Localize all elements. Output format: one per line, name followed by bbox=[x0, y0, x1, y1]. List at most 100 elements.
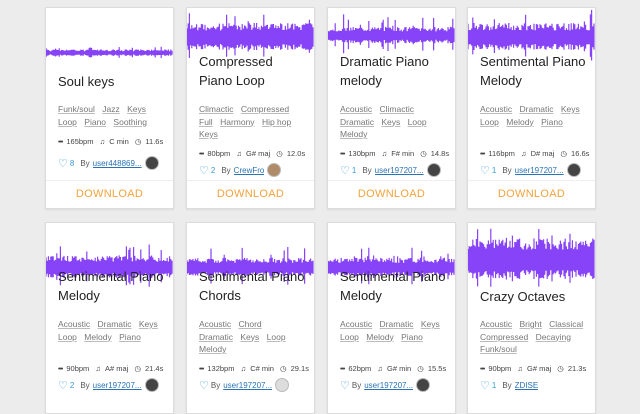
tag-link[interactable]: Loop bbox=[407, 116, 427, 127]
heart-icon[interactable]: ♡ bbox=[199, 379, 209, 392]
sound-card[interactable]: Soul keys Funk/soul Jazz Keys Loop Piano… bbox=[45, 7, 174, 209]
tag-link[interactable]: Melody bbox=[366, 331, 394, 342]
heart-icon[interactable]: ♡ bbox=[480, 164, 490, 177]
tag-link[interactable]: Loop bbox=[58, 331, 77, 342]
tag-link[interactable]: Piano bbox=[84, 116, 107, 127]
heart-icon[interactable]: ♡ bbox=[480, 379, 490, 392]
tag-link[interactable]: Melody bbox=[340, 129, 368, 139]
tag-link[interactable]: Compressed bbox=[240, 104, 290, 114]
card-title[interactable]: Dramatic Piano melody bbox=[340, 54, 429, 88]
user-link[interactable]: user197207... bbox=[92, 380, 142, 390]
download-button[interactable]: DOWNLOAD bbox=[46, 180, 173, 207]
tag-link[interactable]: Acoustic bbox=[199, 319, 232, 329]
tag-link[interactable]: Piano bbox=[401, 331, 423, 342]
tag-link[interactable]: Bright bbox=[519, 319, 542, 329]
tag-link[interactable]: Keys bbox=[560, 104, 580, 114]
tag-link[interactable]: Funk/soul bbox=[480, 344, 517, 354]
tag-link[interactable]: Harmony bbox=[220, 116, 255, 127]
tag-link[interactable]: Chord bbox=[238, 319, 262, 329]
heart-icon[interactable]: ♡ bbox=[58, 379, 68, 392]
tag-link[interactable]: Acoustic bbox=[340, 319, 373, 329]
card-title[interactable]: Compressed Piano Loop bbox=[199, 54, 273, 88]
user-link[interactable]: user197207... bbox=[364, 380, 414, 390]
tag-link[interactable]: Dramatic bbox=[379, 319, 414, 329]
tag-link[interactable]: Full bbox=[199, 116, 213, 127]
tag-link[interactable]: Dramatic bbox=[97, 319, 132, 329]
sound-card[interactable]: Sentimental Piano Chords Acoustic Chord … bbox=[186, 222, 315, 414]
tag-link[interactable]: Melody bbox=[84, 331, 112, 342]
tag-link[interactable]: Keys bbox=[420, 319, 440, 329]
tag-link[interactable]: Acoustic bbox=[480, 104, 513, 114]
tag-link[interactable]: Hip hop bbox=[261, 116, 292, 127]
tag-link[interactable]: Dramatic bbox=[519, 104, 554, 114]
sound-card[interactable]: Compressed Piano Loop Climactic Compress… bbox=[186, 7, 315, 209]
avatar[interactable] bbox=[267, 163, 282, 177]
download-button[interactable]: DOWNLOAD bbox=[468, 180, 595, 207]
waveform[interactable] bbox=[328, 223, 455, 293]
tag-link[interactable]: Funk/soul bbox=[58, 104, 95, 114]
tag-link[interactable]: Melody bbox=[199, 344, 227, 354]
card-title[interactable]: Crazy Octaves bbox=[480, 289, 566, 304]
tag-link[interactable]: Loop bbox=[266, 331, 286, 342]
tag-link[interactable]: Dramatic bbox=[199, 331, 234, 342]
tag-link[interactable]: Piano bbox=[119, 331, 141, 342]
tag-link[interactable]: Keys bbox=[381, 116, 401, 127]
user-link[interactable]: user197207... bbox=[223, 380, 273, 390]
heart-icon[interactable]: ♡ bbox=[340, 379, 350, 392]
card-title[interactable]: Sentimental Piano Chords bbox=[199, 269, 305, 303]
waveform[interactable] bbox=[468, 223, 595, 293]
card-title[interactable]: Sentimental Piano Melody bbox=[340, 269, 446, 303]
waveform[interactable] bbox=[328, 8, 455, 78]
avatar[interactable] bbox=[144, 156, 159, 170]
avatar[interactable] bbox=[275, 378, 290, 392]
avatar[interactable] bbox=[566, 163, 581, 177]
sound-card[interactable]: Sentimental Piano Melody Acoustic Dramat… bbox=[45, 222, 174, 414]
waveform[interactable] bbox=[46, 8, 173, 78]
tag-link[interactable]: Soothing bbox=[113, 116, 147, 127]
download-button[interactable]: DOWNLOAD bbox=[187, 180, 314, 207]
tag-link[interactable]: Acoustic bbox=[340, 104, 373, 114]
avatar[interactable] bbox=[144, 378, 159, 392]
tag-link[interactable]: Loop bbox=[480, 116, 499, 127]
tag-link[interactable]: Climactic bbox=[199, 104, 234, 114]
tag-link[interactable]: Piano bbox=[541, 116, 563, 127]
tag-link[interactable]: Keys bbox=[199, 129, 218, 139]
download-button[interactable]: DOWNLOAD bbox=[328, 180, 455, 207]
waveform[interactable] bbox=[46, 223, 173, 293]
tag-link[interactable]: Compressed bbox=[480, 331, 529, 342]
card-title[interactable]: Sentimental Piano Melody bbox=[58, 269, 164, 303]
waveform[interactable] bbox=[187, 8, 314, 78]
card-title[interactable]: Sentimental Piano Melody bbox=[480, 54, 586, 88]
sound-card[interactable]: Crazy Octaves Acoustic Bright Classical … bbox=[467, 222, 596, 414]
tag-link[interactable]: Climactic bbox=[379, 104, 414, 114]
tag-link[interactable]: Keys bbox=[240, 331, 260, 342]
sound-card[interactable]: Sentimental Piano Melody Acoustic Dramat… bbox=[327, 222, 456, 414]
user-link[interactable]: user197207... bbox=[374, 165, 424, 175]
tag-link[interactable]: Loop bbox=[340, 331, 359, 342]
tag-link[interactable]: Jazz bbox=[102, 104, 120, 114]
user-link[interactable]: user197207... bbox=[514, 165, 564, 175]
waveform[interactable] bbox=[468, 8, 595, 78]
avatar[interactable] bbox=[416, 378, 431, 392]
tag-link[interactable]: Acoustic bbox=[480, 319, 513, 329]
tag-link[interactable]: Acoustic bbox=[58, 319, 91, 329]
tag-link[interactable]: Dramatic bbox=[340, 116, 375, 127]
heart-icon[interactable]: ♡ bbox=[58, 157, 68, 170]
heart-icon[interactable]: ♡ bbox=[340, 164, 350, 177]
sound-card[interactable]: Dramatic Piano melody Acoustic Climactic… bbox=[327, 7, 456, 209]
tag-link[interactable]: Loop bbox=[58, 116, 77, 127]
user-link[interactable]: user448869... bbox=[92, 158, 142, 168]
waveform[interactable] bbox=[187, 223, 314, 293]
user-link[interactable]: CrewFro bbox=[233, 165, 265, 175]
tag-link[interactable]: Classical bbox=[549, 319, 584, 329]
key: G# min bbox=[387, 364, 412, 373]
avatar[interactable] bbox=[426, 163, 441, 177]
heart-icon[interactable]: ♡ bbox=[199, 164, 209, 177]
tag-link[interactable]: Decaying bbox=[535, 331, 571, 342]
card-title[interactable]: Soul keys bbox=[58, 74, 115, 89]
tag-link[interactable]: Melody bbox=[506, 116, 534, 127]
tag-link[interactable]: Keys bbox=[138, 319, 158, 329]
tag-link[interactable]: Keys bbox=[127, 104, 146, 114]
sound-card[interactable]: Sentimental Piano Melody Acoustic Dramat… bbox=[467, 7, 596, 209]
user-link[interactable]: ZDISE bbox=[514, 380, 539, 390]
